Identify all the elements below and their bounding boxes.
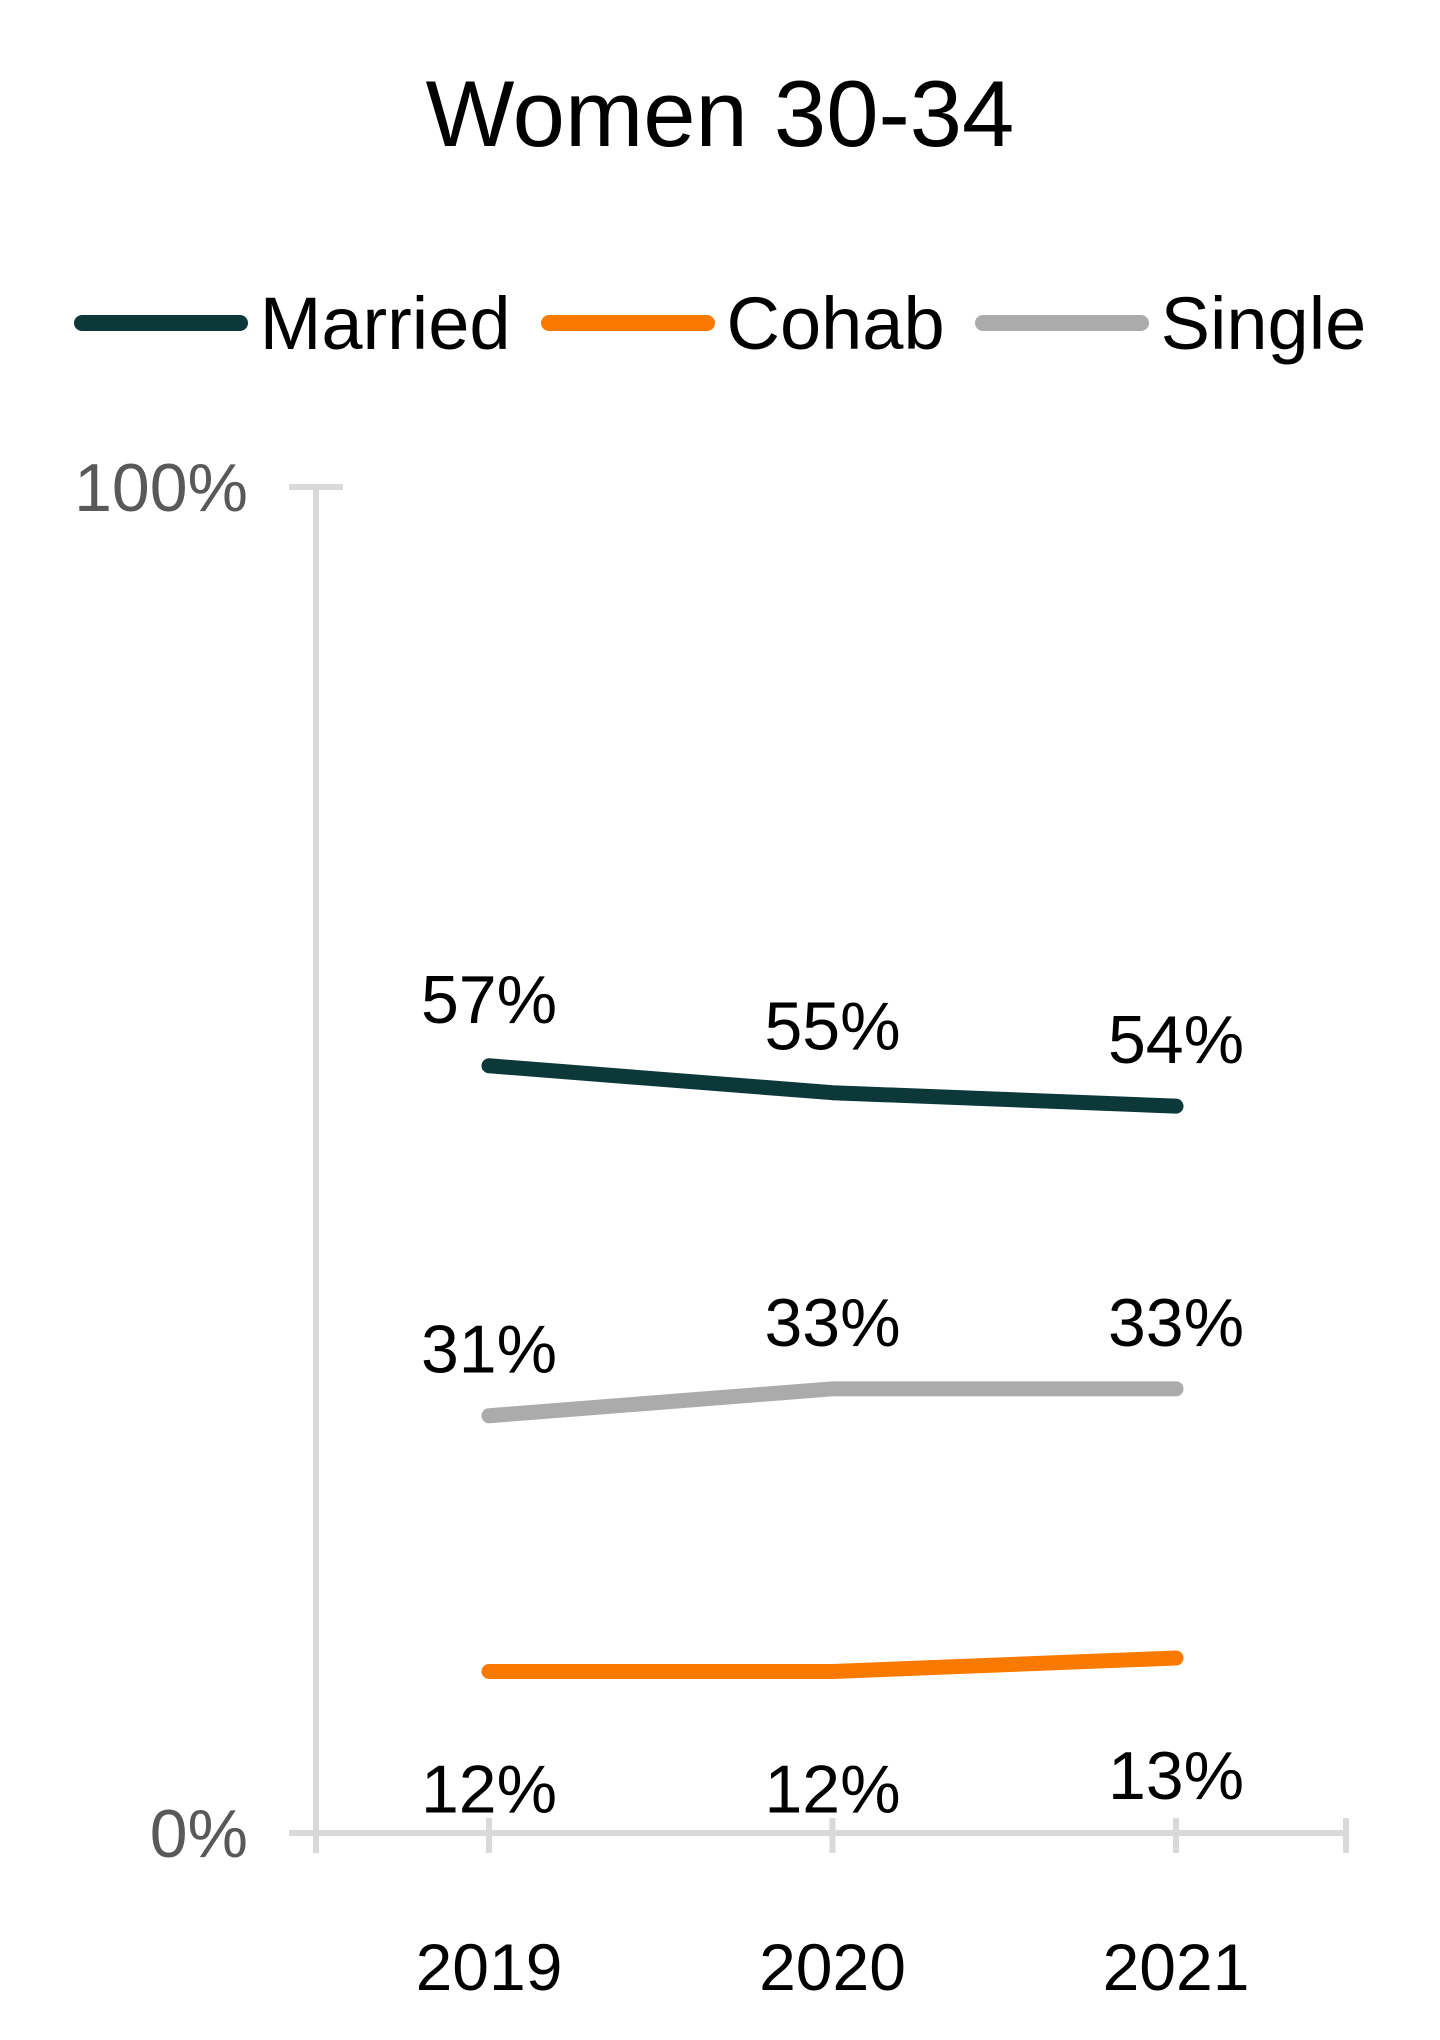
y-axis-tick-label: 0% bbox=[150, 1796, 248, 1872]
data-label-married-2021: 54% bbox=[1108, 1002, 1244, 1078]
x-axis-label: 2021 bbox=[1103, 1930, 1250, 2004]
data-label-cohab-2021: 13% bbox=[1108, 1738, 1244, 1814]
data-label-married-2019: 57% bbox=[421, 962, 557, 1038]
data-label-cohab-2019: 12% bbox=[421, 1751, 557, 1827]
legend: Married Cohab Single bbox=[0, 268, 1440, 378]
data-label-cohab-2020: 12% bbox=[764, 1751, 900, 1827]
legend-swatch-cohab bbox=[540, 315, 715, 331]
series-line-married bbox=[481, 1058, 1184, 1114]
legend-item-single: Single bbox=[974, 281, 1367, 366]
legend-label-cohab: Cohab bbox=[726, 281, 945, 365]
data-label-married-2020: 55% bbox=[764, 989, 900, 1065]
legend-item-cohab: Cohab bbox=[540, 281, 945, 366]
data-label-single-2021: 33% bbox=[1108, 1285, 1244, 1361]
x-axis-label: 2020 bbox=[759, 1930, 906, 2004]
legend-swatch-married bbox=[73, 315, 248, 331]
legend-swatch-single bbox=[974, 315, 1149, 331]
data-label-single-2020: 33% bbox=[764, 1285, 900, 1361]
series-line-single bbox=[481, 1381, 1184, 1424]
legend-label-single: Single bbox=[1160, 281, 1367, 365]
series-line-cohab bbox=[481, 1650, 1184, 1679]
chart-title: Women 30-34 bbox=[425, 61, 1015, 166]
legend-item-married: Married bbox=[73, 281, 511, 366]
y-axis-tick-label: 100% bbox=[74, 450, 248, 526]
legend-label-married: Married bbox=[259, 281, 511, 365]
data-label-single-2019: 31% bbox=[421, 1312, 557, 1388]
x-axis-label: 2019 bbox=[416, 1930, 563, 2004]
